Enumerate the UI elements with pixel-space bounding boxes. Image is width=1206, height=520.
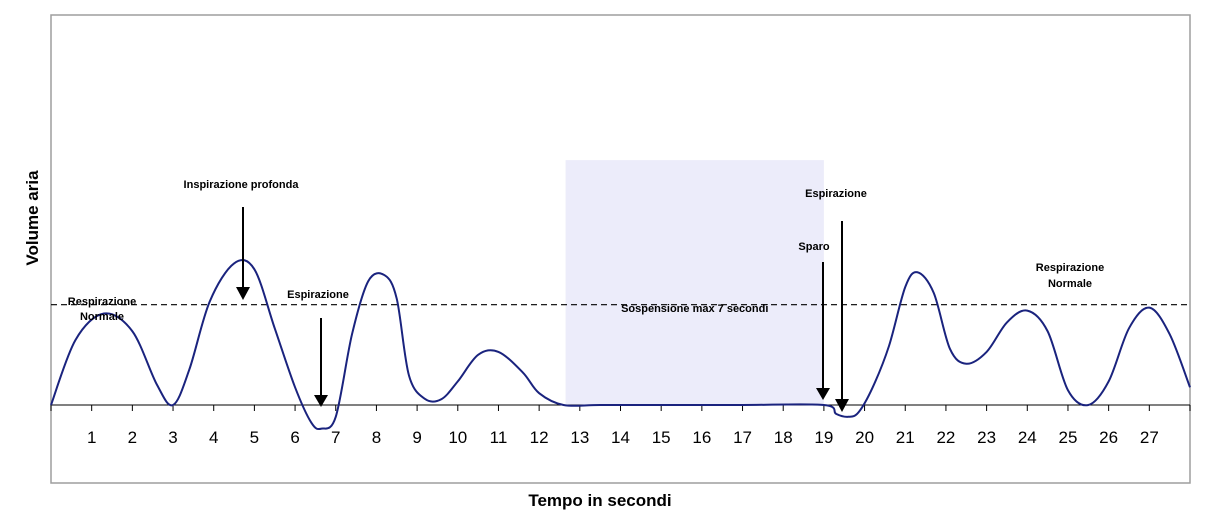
shaded-region-label: Sospensione max 7 secondi	[621, 303, 768, 315]
annotation-label-sparo: Sparo	[798, 241, 829, 253]
y-axis-title: Volume aria	[23, 170, 42, 266]
x-tick-label: 7	[331, 428, 340, 447]
x-tick-label: 1	[87, 428, 96, 447]
x-tick-label: 8	[372, 428, 381, 447]
x-tick-label: 18	[774, 428, 793, 447]
x-tick-label: 13	[570, 428, 589, 447]
x-axis-layer: 1 2 3 4 5 6 7 8 9 10 11 12 13 14 15 16 17 18 19 20 21 22 23 24 2…	[50, 404, 1191, 447]
annotation-label-inspirazione: Inspirazione profonda	[184, 179, 300, 191]
x-tick-label: 9	[412, 428, 421, 447]
x-tick-label: 16	[692, 428, 711, 447]
x-tick-label: 24	[1018, 428, 1037, 447]
x-tick-label: 11	[490, 428, 508, 447]
x-tick-label: 23	[977, 428, 996, 447]
x-tick-label: 20	[855, 428, 874, 447]
annotation-label-resp-normale-left: Respirazione	[68, 296, 136, 308]
annotation-layer: Respirazione Normale Inspirazione profonda…	[68, 179, 1104, 412]
series-line-layer	[50, 259, 1191, 431]
x-tick-label: 2	[128, 428, 137, 447]
annotation-arrowhead-inspirazione	[236, 287, 250, 300]
annotation-label-resp-normale-right: Normale	[1048, 278, 1092, 290]
x-tick-label: 27	[1140, 428, 1159, 447]
breathing-series-line	[50, 259, 1191, 431]
x-tick-label: 12	[530, 428, 549, 447]
x-tick-label: 4	[209, 428, 218, 447]
annotation-arrowhead-espirazione-1	[314, 395, 328, 407]
x-tick-label: 3	[168, 428, 177, 447]
annotation-label-resp-normale-right: Respirazione	[1036, 262, 1104, 274]
annotation-label-espirazione-2: Espirazione	[805, 188, 867, 200]
x-tick-label: 15	[652, 428, 671, 447]
annotation-label-resp-normale-left: Normale	[80, 311, 124, 323]
x-tick-label: 21	[896, 428, 915, 447]
x-tick-label: 19	[814, 428, 833, 447]
x-tick-label: 5	[250, 428, 259, 447]
x-tick-label: 22	[936, 428, 955, 447]
x-tick-label: 14	[611, 428, 630, 447]
x-tick-label: 10	[448, 428, 467, 447]
x-axis-title: Tempo in secondi	[528, 491, 671, 510]
annotation-arrowhead-espirazione-2	[835, 399, 849, 412]
x-tick-label: 26	[1099, 428, 1118, 447]
shaded-region	[565, 160, 824, 405]
shaded-region-layer: Sospensione max 7 secondi	[565, 160, 824, 405]
x-tick-label: 25	[1059, 428, 1078, 447]
x-tick-label: 6	[290, 428, 299, 447]
annotation-label-espirazione-1: Espirazione	[287, 289, 349, 301]
annotation-arrowhead-sparo	[816, 388, 830, 400]
x-tick-label: 17	[733, 428, 752, 447]
